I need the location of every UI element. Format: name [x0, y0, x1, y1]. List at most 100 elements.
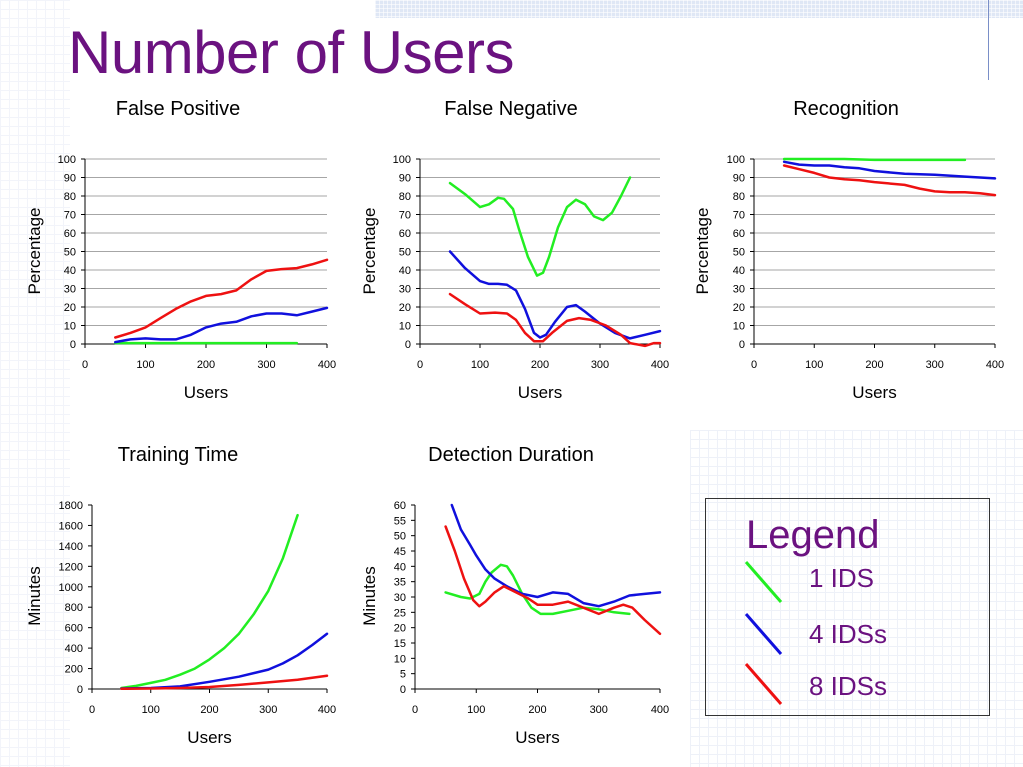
false-positive-y-tick-label-0: 0	[70, 339, 76, 351]
legend-label-2: 4 IDSs	[809, 619, 888, 649]
training-time-x-tick-label-4: 400	[318, 704, 336, 716]
false-positive-x-tick-label-4: 400	[318, 359, 336, 371]
false-positive-x-tick-label-3: 300	[257, 359, 275, 371]
detection-duration-y-tick-label-11: 55	[394, 515, 406, 527]
false-negative-y-tick-label-7: 70	[399, 210, 411, 222]
false-positive-y-tick-label-1: 10	[64, 321, 76, 333]
false-negative-x-tick-label-2: 200	[531, 359, 549, 371]
false-positive-y-tick-label-7: 70	[64, 210, 76, 222]
false-negative-x-label: Users	[518, 383, 562, 402]
recognition-y-tick-label-9: 90	[733, 173, 745, 185]
false-negative-title: False Negative	[444, 98, 577, 120]
false-negative-y-tick-label-5: 50	[399, 247, 411, 259]
false-positive-x-label: Users	[184, 383, 228, 402]
detection-duration-y-tick-label-7: 35	[394, 577, 406, 589]
legend-label-1: 1 IDS	[809, 563, 875, 593]
false-negative-x-tick-label-4: 400	[651, 359, 669, 371]
false-positive-y-tick-label-4: 40	[64, 265, 76, 277]
recognition-series-1-line	[782, 157, 967, 162]
training-time-y-tick-label-1: 200	[65, 664, 83, 676]
false-negative-y-tick-label-0: 0	[405, 339, 411, 351]
legend-swatch-1-line	[744, 561, 783, 603]
false-negative-y-tick-label-10: 100	[393, 154, 411, 166]
detection-duration-y-tick-label-10: 50	[394, 531, 406, 543]
detection-duration-series-2-line	[450, 503, 662, 608]
false-positive-series-2-line	[114, 306, 329, 344]
training-time-y-tick-label-9: 1800	[59, 500, 83, 512]
training-time-y-tick-label-7: 1400	[59, 541, 83, 553]
recognition-y-tick-label-10: 100	[727, 154, 745, 166]
detection-duration-y-tick-label-8: 40	[394, 561, 406, 573]
recognition-series-2-line	[782, 160, 997, 180]
legend-swatch-2	[744, 613, 783, 655]
false-negative-series-2-line	[448, 250, 662, 340]
detection-duration-x-label: Users	[515, 728, 559, 747]
training-time-series-1-line	[120, 513, 299, 690]
legend-label-3: 8 IDSs	[809, 671, 888, 701]
recognition-y-tick-label-5: 50	[733, 247, 745, 259]
training-time-x-label: Users	[187, 728, 231, 747]
detection-duration-x-tick-label-4: 400	[651, 704, 669, 716]
legend-swatch-3-line	[744, 663, 783, 705]
recognition-x-tick-label-2: 200	[865, 359, 883, 371]
detection-duration-title: Detection Duration	[428, 444, 594, 466]
legend-swatch-2-line	[744, 613, 783, 655]
detection-duration-x-tick-label-0: 0	[412, 704, 418, 716]
slide-title: Number of Users	[68, 19, 514, 86]
recognition-x-tick-label-3: 300	[926, 359, 944, 371]
false-negative-y-tick-label-9: 90	[399, 173, 411, 185]
false-positive-x-tick-label-1: 100	[136, 359, 154, 371]
legend-swatch-1	[744, 561, 783, 603]
training-time-x-tick-label-0: 0	[89, 704, 95, 716]
recognition-y-tick-label-7: 70	[733, 210, 745, 222]
detection-duration-y-tick-label-12: 60	[394, 500, 406, 512]
training-time-x-tick-label-1: 100	[142, 704, 160, 716]
detection-duration-y-tick-label-5: 25	[394, 607, 406, 619]
false-positive-y-tick-label-9: 90	[64, 173, 76, 185]
recognition-title: Recognition	[793, 98, 899, 120]
detection-duration-y-tick-label-4: 20	[394, 623, 406, 635]
detection-duration-x-tick-label-3: 300	[590, 704, 608, 716]
detection-duration-y-tick-label-2: 10	[394, 653, 406, 665]
recognition-x-label: Users	[852, 383, 896, 402]
training-time-y-label: Minutes	[25, 566, 44, 626]
detection-duration-y-label: Minutes	[360, 566, 379, 626]
recognition-y-tick-label-6: 60	[733, 228, 745, 240]
false-positive-y-label: Percentage	[25, 208, 44, 295]
legend-swatch-3	[744, 663, 783, 705]
training-time-title: Training Time	[118, 444, 238, 466]
recognition-x-tick-label-1: 100	[805, 359, 823, 371]
detection-duration-x-tick-label-2: 200	[528, 704, 546, 716]
legend-title: Legend	[746, 513, 880, 557]
training-time-series-3-line	[120, 674, 329, 691]
detection-duration-y-tick-label-6: 30	[394, 592, 406, 604]
recognition-y-tick-label-3: 30	[733, 284, 745, 296]
legend: Legend 1 IDS 4 IDSs 8 IDSs	[705, 498, 990, 716]
detection-duration-x-tick-label-1: 100	[467, 704, 485, 716]
false-positive-x-tick-label-0: 0	[82, 359, 88, 371]
false-negative-series-3-line	[448, 292, 662, 348]
recognition-y-tick-label-8: 80	[733, 191, 745, 203]
recognition-y-label: Percentage	[693, 208, 712, 295]
recognition-x-tick-label-0: 0	[751, 359, 757, 371]
training-time-x-tick-label-2: 200	[200, 704, 218, 716]
false-positive-y-tick-label-2: 20	[64, 302, 76, 314]
false-positive-y-tick-label-6: 60	[64, 228, 76, 240]
recognition-y-tick-label-0: 0	[739, 339, 745, 351]
false-positive-y-tick-label-3: 30	[64, 284, 76, 296]
training-time-y-tick-label-6: 1200	[59, 561, 83, 573]
training-time-y-tick-label-5: 1000	[59, 582, 83, 594]
training-time-x-tick-label-3: 300	[259, 704, 277, 716]
false-positive-title: False Positive	[116, 98, 241, 120]
detection-duration-series-3-line	[444, 525, 662, 636]
false-negative-y-tick-label-8: 80	[399, 191, 411, 203]
false-negative-y-tick-label-6: 60	[399, 228, 411, 240]
training-time-y-tick-label-4: 800	[65, 602, 83, 614]
detection-duration-y-tick-label-3: 15	[394, 638, 406, 650]
training-time-y-tick-label-2: 400	[65, 643, 83, 655]
false-positive-y-tick-label-10: 100	[58, 154, 76, 166]
title-divider	[988, 0, 989, 80]
recognition-y-tick-label-4: 40	[733, 265, 745, 277]
recognition-y-tick-label-2: 20	[733, 302, 745, 314]
